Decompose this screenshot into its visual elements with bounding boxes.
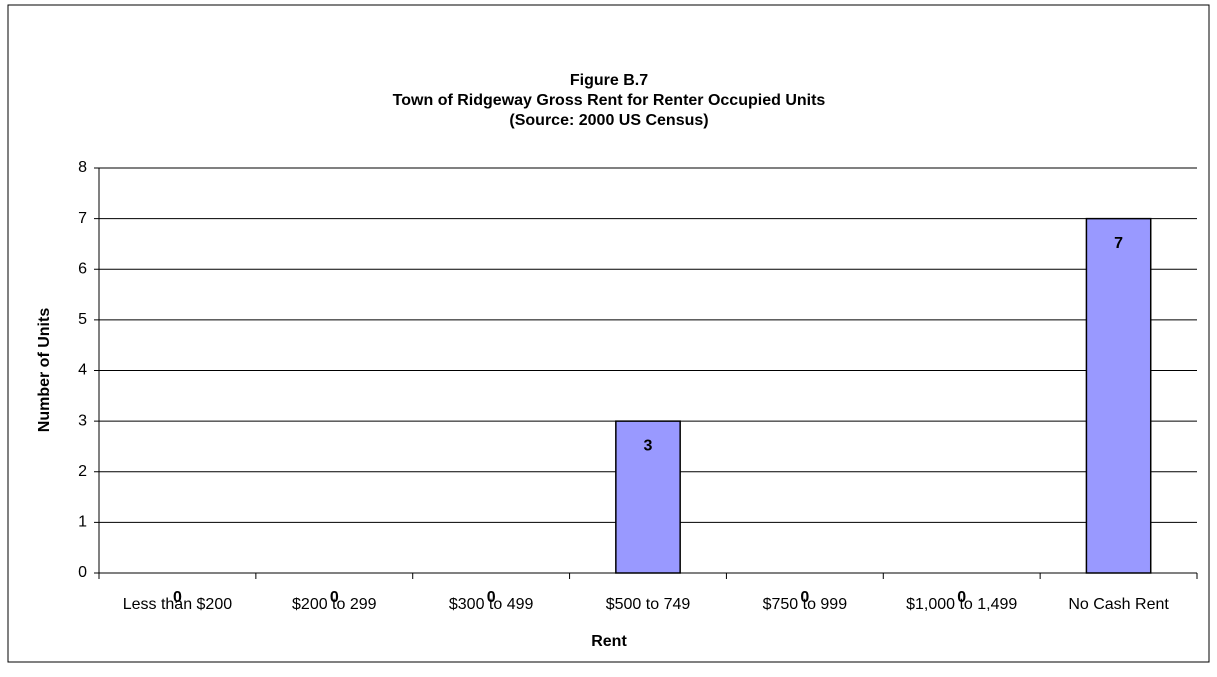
data-label: 3 (644, 437, 653, 454)
y-tick-label: 5 (78, 311, 87, 328)
bar (1085, 217, 1152, 574)
x-tick-label: No Cash Rent (1068, 596, 1169, 613)
chart-title: Figure B.7 (570, 72, 648, 89)
data-label: 0 (800, 589, 809, 606)
x-axis-label: Rent (591, 633, 627, 650)
x-tick-label: $1,000 to 1,499 (906, 596, 1017, 613)
y-tick-label: 3 (78, 412, 87, 429)
y-tick-label: 8 (78, 159, 87, 176)
y-tick-label: 4 (78, 362, 87, 379)
data-label: 7 (1114, 235, 1123, 252)
chart-border (7, 4, 1210, 663)
y-tick-label: 7 (78, 210, 87, 227)
x-tick-label: Less than $200 (123, 596, 233, 613)
y-tick-label: 1 (78, 514, 87, 531)
data-label: 0 (330, 589, 339, 606)
bar (615, 420, 681, 574)
chart-title: Town of Ridgeway Gross Rent for Renter O… (393, 92, 826, 109)
x-tick-label: $200 to 299 (292, 596, 377, 613)
y-tick-label: 0 (78, 564, 87, 581)
data-label: 0 (487, 589, 496, 606)
data-label: 0 (957, 589, 966, 606)
chart-title: (Source: 2000 US Census) (509, 112, 708, 129)
y-axis-label: Number of Units (36, 308, 53, 433)
data-label: 0 (173, 589, 182, 606)
x-tick-label: $500 to 749 (606, 596, 691, 613)
x-tick-label: $300 to 499 (449, 596, 534, 613)
x-tick-label: $750 to 999 (763, 596, 848, 613)
y-tick-label: 2 (78, 463, 87, 480)
y-tick-label: 6 (78, 260, 87, 277)
